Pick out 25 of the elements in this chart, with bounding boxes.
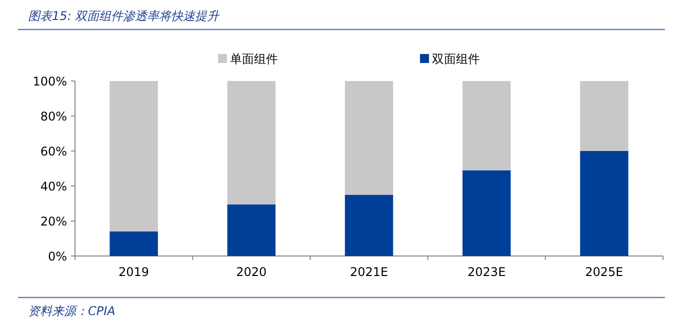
bar <box>580 81 628 151</box>
y-tick-label: 0% <box>48 250 67 264</box>
legend-label: 单面组件 <box>230 52 278 66</box>
y-tick-label: 100% <box>32 74 67 88</box>
x-tick-label: 2025E <box>585 265 624 279</box>
bar <box>580 151 628 256</box>
y-tick-label: 40% <box>40 180 67 194</box>
chart-title: 图表15: 双面组件渗透率将快速提升 <box>28 9 220 23</box>
bar <box>462 170 511 256</box>
bar <box>110 232 158 256</box>
legend-label: 双面组件 <box>432 52 480 66</box>
x-tick-label: 2021E <box>350 265 388 279</box>
bar <box>344 194 394 256</box>
bar <box>110 81 158 232</box>
bar <box>227 81 276 204</box>
bar <box>227 204 276 256</box>
x-tick-label: 2023E <box>468 265 506 279</box>
bar <box>462 81 511 170</box>
x-tick-label: 2019 <box>118 265 150 279</box>
text: 资料来源：CPIA <box>28 304 116 318</box>
y-tick-label: 60% <box>40 144 67 158</box>
y-tick-label: 20% <box>40 214 67 228</box>
y-tick-label: 80% <box>40 110 67 124</box>
x-tick-label: 2020 <box>236 265 267 279</box>
bar <box>344 81 394 195</box>
